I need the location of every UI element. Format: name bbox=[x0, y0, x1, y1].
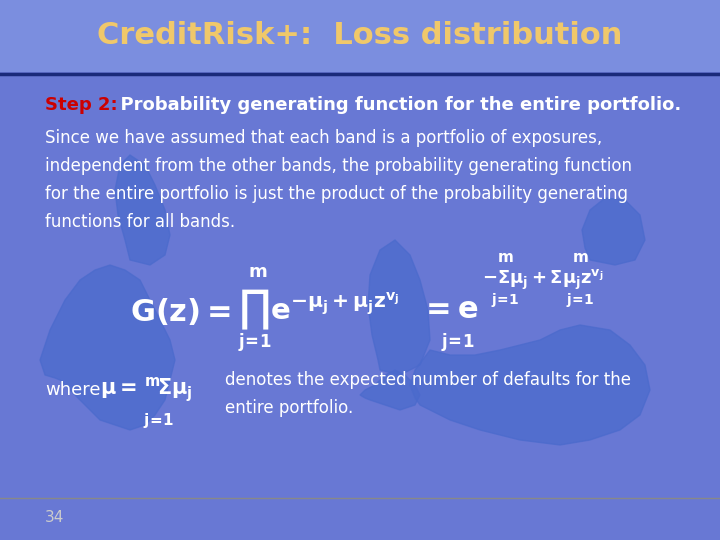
Text: where: where bbox=[45, 381, 101, 399]
Text: $\mathbf{j\!=\!1}$: $\mathbf{j\!=\!1}$ bbox=[441, 331, 474, 353]
Text: $\mathbf{m}$: $\mathbf{m}$ bbox=[497, 251, 513, 266]
Text: Probability generating function for the entire portfolio.: Probability generating function for the … bbox=[108, 96, 681, 114]
Text: $\mathbf{G(z) = \prod}$: $\mathbf{G(z) = \prod}$ bbox=[130, 288, 269, 332]
Text: 34: 34 bbox=[45, 510, 64, 525]
Text: $\mathbf{m}$: $\mathbf{m}$ bbox=[248, 263, 268, 281]
Text: $\mathbf{= e}$: $\mathbf{= e}$ bbox=[420, 295, 479, 325]
Text: independent from the other bands, the probability generating function: independent from the other bands, the pr… bbox=[45, 157, 632, 175]
Text: CreditRisk+:  Loss distribution: CreditRisk+: Loss distribution bbox=[97, 22, 623, 51]
Text: $\mathbf{e^{-\mu_j+\mu_j z^{v_j}}}$: $\mathbf{e^{-\mu_j+\mu_j z^{v_j}}}$ bbox=[270, 294, 400, 326]
Text: $\mathbf{j\!=\!1}$: $\mathbf{j\!=\!1}$ bbox=[491, 291, 519, 309]
Text: $\mathbf{j\!=\!1}$: $\mathbf{j\!=\!1}$ bbox=[566, 291, 594, 309]
Polygon shape bbox=[368, 240, 430, 375]
Polygon shape bbox=[40, 265, 175, 430]
Text: $\mathbf{\mu =\, ^m\!\Sigma\mu_j}$: $\mathbf{\mu =\, ^m\!\Sigma\mu_j}$ bbox=[100, 376, 193, 404]
Text: entire portfolio.: entire portfolio. bbox=[225, 399, 354, 417]
Text: functions for all bands.: functions for all bands. bbox=[45, 213, 235, 231]
Text: $\mathbf{j\!=\!1}$: $\mathbf{j\!=\!1}$ bbox=[143, 410, 174, 429]
Polygon shape bbox=[360, 370, 420, 410]
Polygon shape bbox=[115, 155, 170, 265]
Text: $\mathbf{j\!=\!1}$: $\mathbf{j\!=\!1}$ bbox=[238, 331, 272, 353]
Text: Since we have assumed that each band is a portfolio of exposures,: Since we have assumed that each band is … bbox=[45, 129, 602, 147]
Text: denotes the expected number of defaults for the: denotes the expected number of defaults … bbox=[225, 371, 631, 389]
Text: $\mathbf{m}$: $\mathbf{m}$ bbox=[572, 251, 588, 266]
Text: Step 2:: Step 2: bbox=[45, 96, 117, 114]
Bar bbox=[0, 0, 720, 72]
Polygon shape bbox=[410, 325, 650, 445]
Polygon shape bbox=[582, 198, 645, 265]
Text: for the entire portfolio is just the product of the probability generating: for the entire portfolio is just the pro… bbox=[45, 185, 628, 203]
Text: $\mathbf{-\Sigma\mu_j + \Sigma\mu_j z^{v_j}}$: $\mathbf{-\Sigma\mu_j + \Sigma\mu_j z^{v… bbox=[482, 268, 603, 292]
